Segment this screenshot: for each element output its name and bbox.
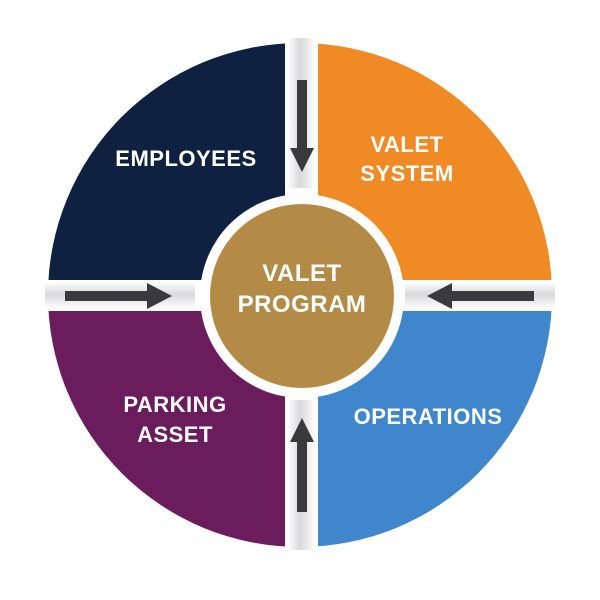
center-label-line1: VALET xyxy=(262,260,341,287)
arrow-up-icon xyxy=(290,418,314,512)
center-circle xyxy=(210,204,394,388)
operations-label: OPERATIONS xyxy=(354,404,503,429)
valet-system-label-line2: SYSTEM xyxy=(360,161,453,186)
employees-label: EMPLOYEES xyxy=(115,146,256,171)
arrow-down-icon xyxy=(290,80,314,172)
arrow-right-icon xyxy=(65,283,172,309)
parking-asset-label-line1: PARKING xyxy=(123,392,226,417)
parking-asset-label-line2: ASSET xyxy=(137,422,213,447)
center-label-line2: PROGRAM xyxy=(238,291,367,318)
arrow-left-icon xyxy=(427,283,534,309)
valet-system-label-line1: VALET xyxy=(371,132,444,157)
